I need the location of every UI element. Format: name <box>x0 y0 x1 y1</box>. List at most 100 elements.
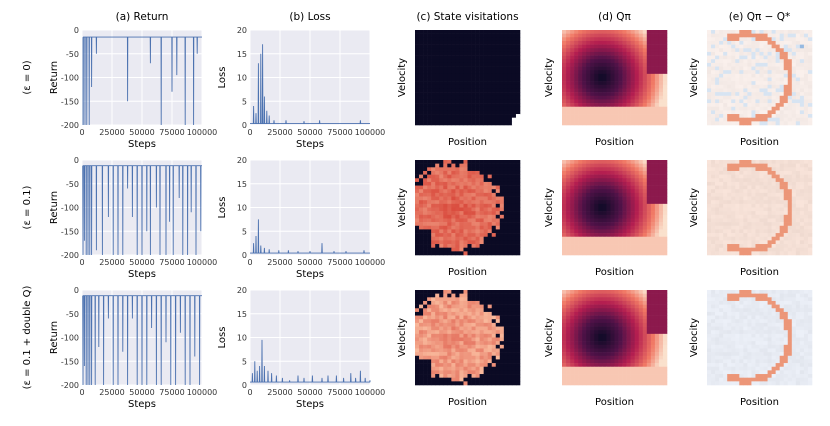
heatmap-cell <box>562 348 567 353</box>
heatmap-cell <box>471 121 476 126</box>
heatmap-cell <box>638 203 644 208</box>
heatmap-cell <box>594 363 599 368</box>
heatmap-cell <box>574 99 579 104</box>
heatmap-cell <box>779 66 785 71</box>
heatmap-cell <box>727 44 732 49</box>
heatmap-cell <box>602 352 607 357</box>
heatmap-cell <box>447 348 452 353</box>
heatmap-cell <box>447 304 452 309</box>
heatmap-cell <box>431 251 436 256</box>
heatmap-cell <box>594 304 599 309</box>
heatmap-cell <box>646 44 652 49</box>
heatmap-cell <box>767 92 772 97</box>
heatmap-cell <box>614 33 619 38</box>
heatmap-cell <box>507 174 513 179</box>
heatmap-cell <box>707 160 712 164</box>
heatmap-cell <box>642 348 648 353</box>
heatmap-cell <box>630 167 635 172</box>
heatmap-cell <box>499 77 505 82</box>
heatmap-cell <box>598 167 603 172</box>
heatmap-cell <box>511 326 517 331</box>
heatmap-cell <box>646 99 652 104</box>
heatmap-cell <box>479 322 484 327</box>
heatmap-cell <box>475 70 480 75</box>
heatmap-cell <box>630 304 635 309</box>
x-tick-label: 25000 <box>267 128 292 137</box>
heatmap-cell <box>499 229 505 234</box>
heatmap-cell <box>491 30 497 34</box>
heatmap-cell <box>787 84 793 89</box>
heatmap-cell <box>503 106 509 111</box>
heatmap-cell <box>419 30 424 34</box>
heatmap-cell <box>487 359 493 364</box>
heatmap-cell <box>483 44 488 49</box>
heatmap-cell <box>610 33 615 38</box>
heatmap-cell <box>638 70 644 75</box>
heatmap-cell <box>427 95 432 100</box>
heatmap-cell <box>495 99 501 104</box>
heatmap-cell <box>614 114 619 118</box>
heatmap-cell <box>775 33 780 38</box>
heatmap-cell <box>779 117 785 122</box>
heatmap-cell <box>511 103 517 108</box>
heatmap-cell <box>602 174 607 179</box>
heatmap-cell <box>507 352 513 357</box>
heatmap-cell <box>566 247 571 252</box>
heatmap-cell <box>415 66 420 71</box>
heatmap-cell <box>459 374 464 378</box>
heatmap-cell <box>423 214 428 219</box>
heatmap-cell <box>463 363 468 368</box>
heatmap-cell <box>622 77 627 82</box>
heatmap-cell <box>735 106 740 111</box>
heatmap-cell <box>562 114 567 118</box>
heatmap-cell <box>775 66 780 71</box>
heatmap-cell <box>455 66 460 71</box>
heatmap-cell <box>507 114 513 118</box>
heatmap-cell <box>658 163 664 168</box>
heatmap-cell <box>511 163 517 168</box>
heatmap-cell <box>630 185 635 190</box>
heatmap-cell <box>594 181 599 186</box>
heatmap-cell <box>415 178 420 183</box>
heatmap-cell <box>475 30 480 34</box>
heatmap-cell <box>642 236 648 241</box>
heatmap-cell <box>654 95 660 100</box>
heatmap-cell <box>610 99 615 104</box>
heatmap-cell <box>574 304 579 309</box>
heatmap-cell <box>727 33 732 38</box>
heatmap-cell <box>606 308 611 313</box>
heatmap-cell <box>479 370 484 375</box>
heatmap-cell <box>618 214 623 219</box>
heatmap-cell <box>431 121 436 126</box>
heatmap-cell <box>431 88 436 93</box>
heatmap-cell <box>610 322 615 327</box>
heatmap-cell <box>791 73 797 78</box>
heatmap-cell <box>495 319 501 324</box>
heatmap-cell <box>479 326 484 331</box>
heatmap-cell <box>443 236 448 241</box>
heatmap-cell <box>574 381 579 386</box>
heatmap-cell <box>574 207 579 212</box>
heatmap-cell <box>459 290 464 294</box>
heatmap-cell <box>614 30 619 34</box>
heatmap-cell <box>574 218 579 223</box>
heatmap-cell <box>763 81 768 86</box>
heatmap-cell <box>719 30 724 34</box>
heatmap-cell <box>759 33 764 38</box>
heatmap-cell <box>658 381 664 386</box>
heatmap-cell <box>658 229 664 234</box>
heatmap-cell <box>423 181 428 186</box>
heatmap-cell <box>586 225 591 230</box>
heatmap-cell <box>495 200 501 205</box>
x-tick-label: 0 <box>247 388 252 397</box>
heatmap-cell <box>431 355 436 360</box>
heatmap-cell <box>566 381 571 386</box>
heatmap-cell <box>739 66 744 71</box>
heatmap-cell <box>483 344 488 349</box>
heatmap-cell <box>459 300 464 305</box>
heatmap-cell <box>602 163 607 168</box>
heatmap-cell <box>475 160 480 164</box>
heatmap-cell <box>495 337 501 342</box>
heatmap-cell <box>650 297 656 302</box>
heatmap-cell <box>590 311 595 316</box>
